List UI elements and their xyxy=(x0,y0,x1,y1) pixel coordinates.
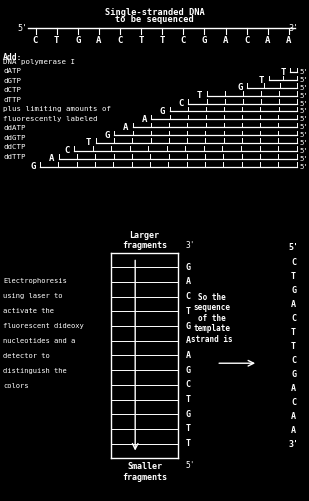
Text: C: C xyxy=(33,36,38,45)
Text: A: A xyxy=(185,351,190,360)
Text: dTTP: dTTP xyxy=(3,97,21,103)
Text: detector to: detector to xyxy=(3,353,50,359)
Text: C: C xyxy=(244,36,249,45)
Text: ddTTP: ddTTP xyxy=(3,154,26,160)
Text: T: T xyxy=(185,307,190,316)
Text: G: G xyxy=(104,131,110,140)
Text: T: T xyxy=(86,138,91,147)
Text: G: G xyxy=(237,83,243,92)
Text: activate the: activate the xyxy=(3,308,54,314)
Text: G: G xyxy=(185,322,190,331)
Text: C: C xyxy=(291,356,296,365)
Text: plus limiting amounts of: plus limiting amounts of xyxy=(3,106,111,112)
Text: distinguish the: distinguish the xyxy=(3,368,67,374)
Text: DNA polymerase I: DNA polymerase I xyxy=(3,59,75,65)
Text: nucleotides and a: nucleotides and a xyxy=(3,338,75,344)
Text: Add:: Add: xyxy=(3,53,23,62)
Text: T: T xyxy=(185,439,190,448)
Text: ddGTP: ddGTP xyxy=(3,135,26,141)
Text: 5': 5' xyxy=(299,148,308,154)
Text: 3': 3' xyxy=(185,241,195,250)
Text: A: A xyxy=(291,412,296,421)
Text: 5': 5' xyxy=(299,77,308,83)
Text: A: A xyxy=(286,36,292,45)
Text: T: T xyxy=(159,36,165,45)
Text: C: C xyxy=(181,36,186,45)
Text: 5': 5' xyxy=(299,132,308,138)
Text: 5': 5' xyxy=(299,93,308,99)
Text: G: G xyxy=(202,36,207,45)
Text: to be sequenced: to be sequenced xyxy=(115,15,194,24)
Text: G: G xyxy=(160,107,165,116)
Text: Larger
fragments: Larger fragments xyxy=(122,230,167,250)
Text: C: C xyxy=(291,258,296,267)
Text: G: G xyxy=(185,263,190,272)
Text: T: T xyxy=(197,91,202,100)
Text: Smaller
fragments: Smaller fragments xyxy=(122,462,167,482)
Text: 5': 5' xyxy=(289,243,298,253)
Text: 3': 3' xyxy=(288,24,298,33)
Text: 3': 3' xyxy=(289,440,298,449)
Text: Electrophoresis: Electrophoresis xyxy=(3,278,67,284)
Text: colors: colors xyxy=(3,383,29,389)
Text: A: A xyxy=(123,123,128,132)
Text: 5': 5' xyxy=(299,124,308,130)
Text: dCTP: dCTP xyxy=(3,87,21,93)
Text: T: T xyxy=(291,342,296,351)
Text: T: T xyxy=(185,424,190,433)
Text: C: C xyxy=(185,292,190,301)
Text: A: A xyxy=(185,278,190,287)
Text: ddATP: ddATP xyxy=(3,125,26,131)
Text: G: G xyxy=(291,370,296,379)
Text: G: G xyxy=(30,162,36,171)
Text: A: A xyxy=(291,426,296,435)
Text: A: A xyxy=(265,36,270,45)
Text: 5': 5' xyxy=(17,24,27,33)
Text: Single-stranded DNA: Single-stranded DNA xyxy=(105,8,204,17)
Text: C: C xyxy=(291,314,296,323)
Text: fluorescently labeled: fluorescently labeled xyxy=(3,116,98,122)
Text: dATP: dATP xyxy=(3,68,21,74)
Text: G: G xyxy=(185,410,190,419)
Text: 5': 5' xyxy=(299,140,308,146)
Text: 5': 5' xyxy=(299,101,308,107)
Text: A: A xyxy=(291,384,296,393)
Text: 5': 5' xyxy=(299,163,308,169)
Text: A: A xyxy=(223,36,228,45)
Text: 5': 5' xyxy=(299,69,308,75)
Text: So the
sequence
of the
template
strand is: So the sequence of the template strand i… xyxy=(191,293,232,344)
Text: 5': 5' xyxy=(299,85,308,91)
Text: using laser to: using laser to xyxy=(3,293,63,299)
Text: T: T xyxy=(138,36,144,45)
Text: C: C xyxy=(64,146,70,155)
Text: T: T xyxy=(291,328,296,337)
Text: A: A xyxy=(96,36,102,45)
Text: A: A xyxy=(185,336,190,345)
Text: C: C xyxy=(185,380,190,389)
Text: C: C xyxy=(291,398,296,407)
Text: 5': 5' xyxy=(185,461,195,470)
Text: T: T xyxy=(291,272,296,281)
Text: A: A xyxy=(291,300,296,309)
Text: A: A xyxy=(49,154,54,163)
Text: T: T xyxy=(185,395,190,404)
Text: T: T xyxy=(54,36,59,45)
Text: 5': 5' xyxy=(299,156,308,162)
Text: C: C xyxy=(179,99,184,108)
Text: C: C xyxy=(117,36,123,45)
Text: fluorescent dideoxy: fluorescent dideoxy xyxy=(3,323,84,329)
Text: T: T xyxy=(259,76,264,85)
Text: 5': 5' xyxy=(299,116,308,122)
Text: G: G xyxy=(185,366,190,375)
Text: G: G xyxy=(75,36,80,45)
Text: A: A xyxy=(142,115,147,124)
Text: 5': 5' xyxy=(299,109,308,114)
Text: G: G xyxy=(291,286,296,295)
Text: ddCTP: ddCTP xyxy=(3,144,26,150)
Text: T: T xyxy=(281,68,286,77)
Text: dGTP: dGTP xyxy=(3,78,21,84)
